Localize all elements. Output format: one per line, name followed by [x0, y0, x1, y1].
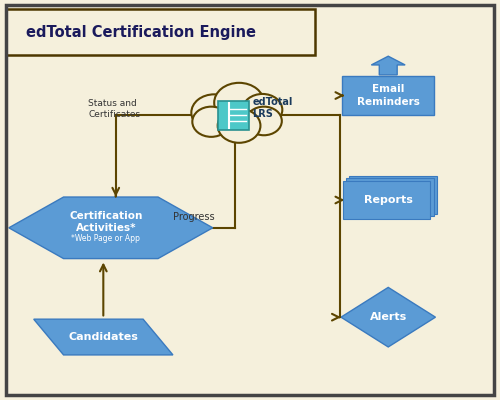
Circle shape	[242, 94, 282, 126]
Text: Candidates: Candidates	[68, 332, 138, 342]
Circle shape	[214, 83, 264, 122]
Polygon shape	[9, 197, 212, 258]
Text: Certification
Activities*: Certification Activities*	[69, 211, 142, 233]
Text: Status and
Certificates: Status and Certificates	[88, 99, 141, 120]
Text: *Web Page or App: *Web Page or App	[72, 234, 140, 243]
FancyBboxPatch shape	[346, 178, 434, 216]
Text: Reports: Reports	[364, 195, 412, 205]
FancyBboxPatch shape	[343, 181, 430, 219]
Text: Progress: Progress	[173, 212, 214, 222]
Polygon shape	[34, 319, 173, 355]
Circle shape	[192, 94, 237, 131]
Polygon shape	[341, 287, 436, 347]
Circle shape	[246, 107, 282, 135]
FancyBboxPatch shape	[342, 76, 434, 115]
Text: edTotal
LRS: edTotal LRS	[252, 97, 293, 119]
Circle shape	[192, 107, 230, 137]
FancyBboxPatch shape	[6, 9, 314, 55]
Polygon shape	[372, 56, 405, 75]
Text: Alerts: Alerts	[370, 312, 407, 322]
Circle shape	[218, 109, 260, 143]
FancyBboxPatch shape	[350, 176, 437, 214]
Text: Email
Reminders: Email Reminders	[357, 84, 420, 107]
FancyBboxPatch shape	[218, 102, 249, 130]
Text: edTotal Certification Engine: edTotal Certification Engine	[26, 25, 256, 40]
